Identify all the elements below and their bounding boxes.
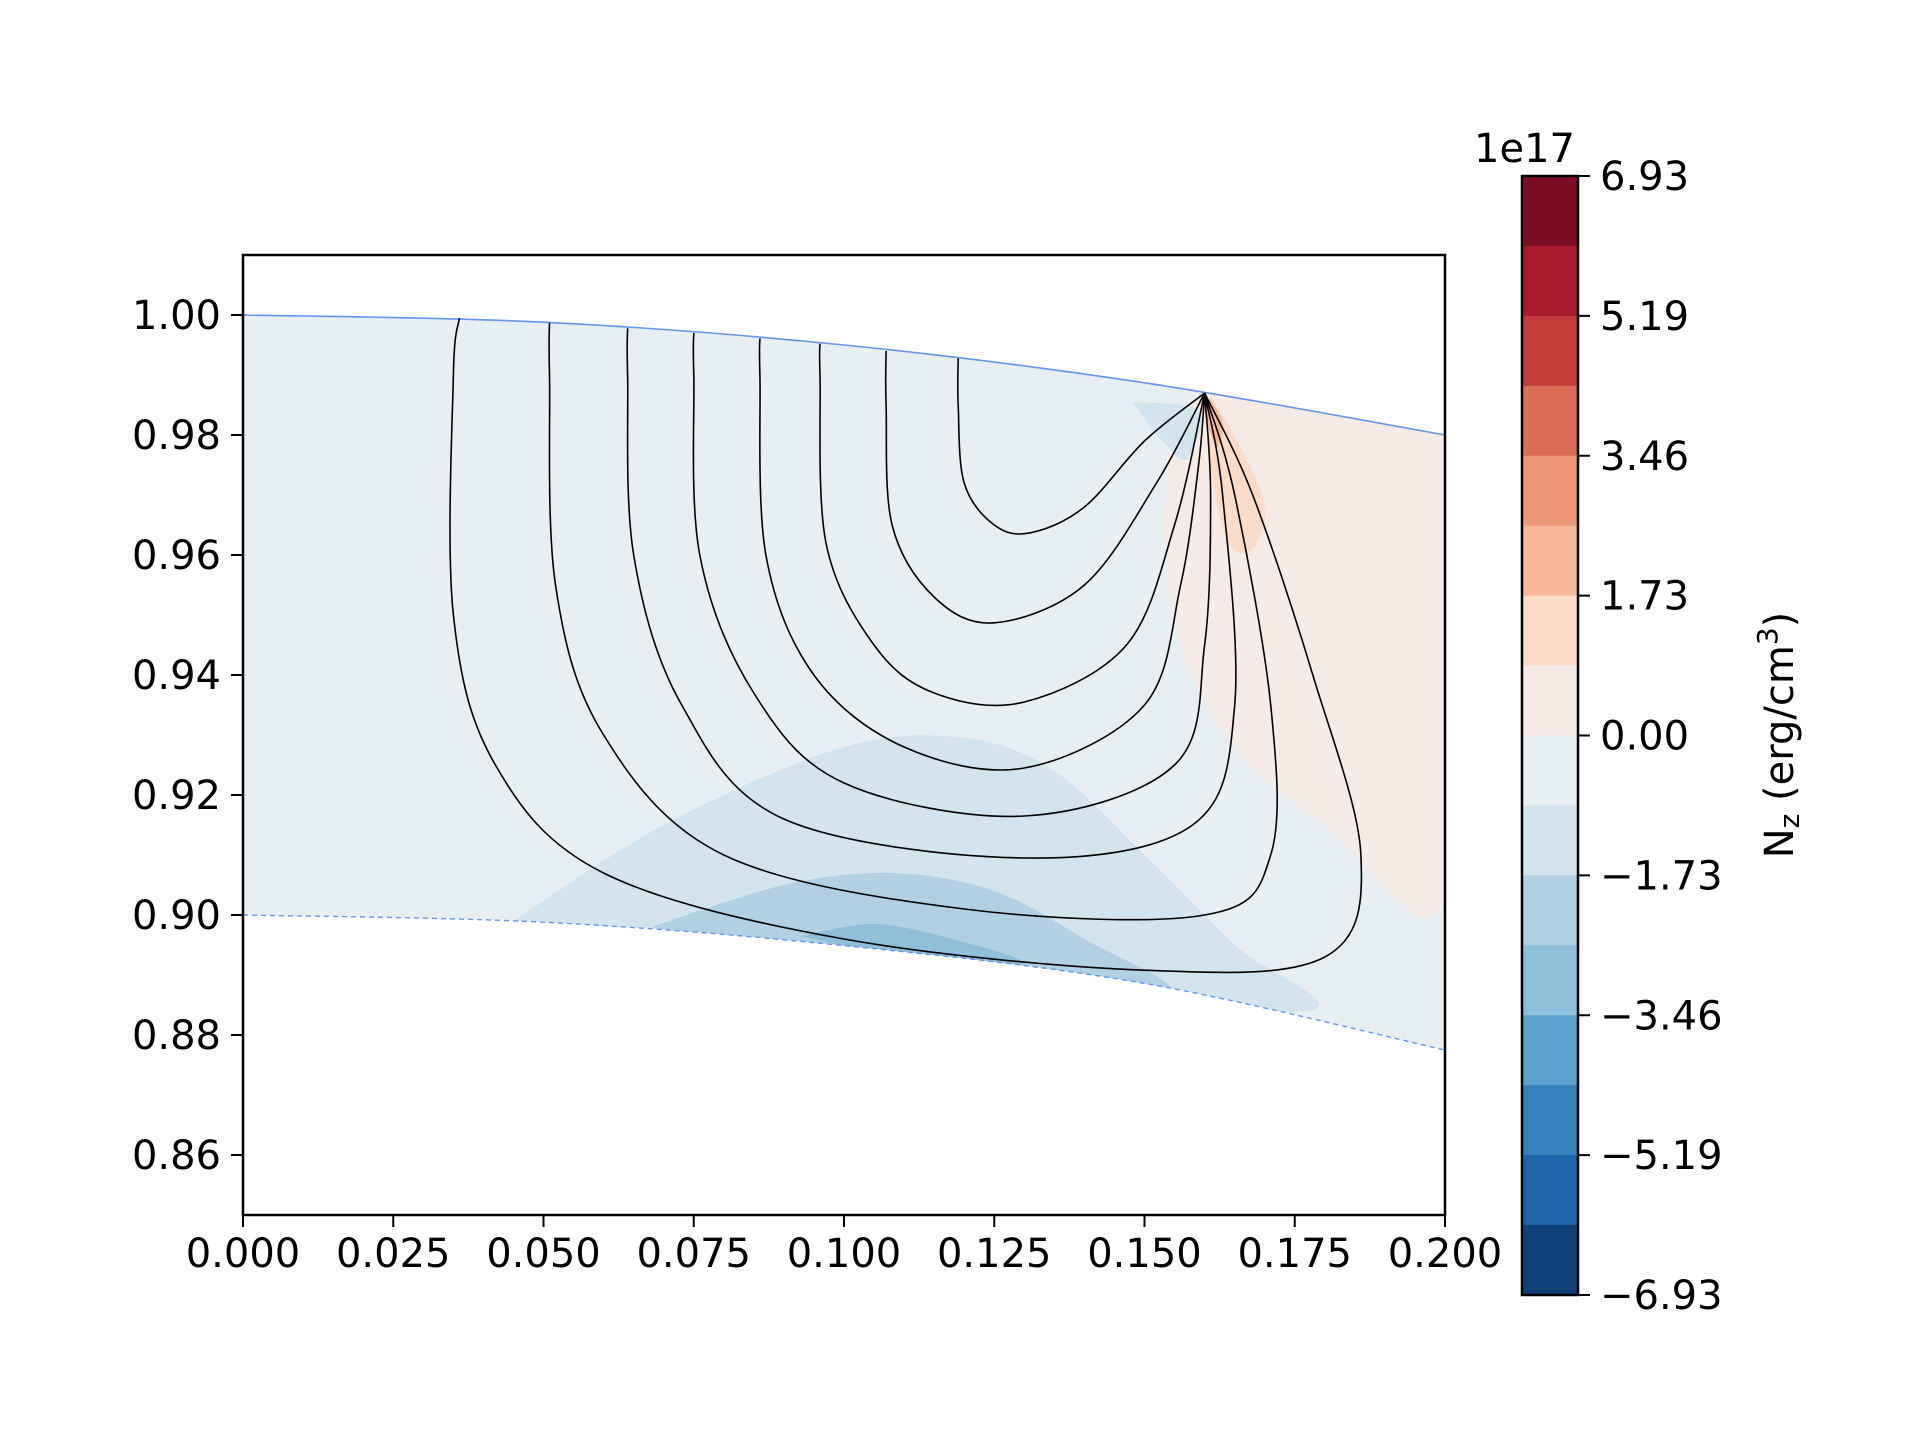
plot-area [243,314,1445,1051]
contour-fill-negative-footpoint [1132,402,1202,461]
colorbar: 6.93 5.19 3.46 1.73 0.00 −1.73 −3.46 −5.19 −6.93… [1474,126,1806,1319]
field-line-7 [884,350,1206,624]
filled-contours [243,315,1445,1050]
x-tick-label: 0.150 [1087,1231,1202,1277]
field-line-8 [956,358,1206,535]
x-axis: 0.000 0.025 0.050 0.075 0.100 0.125 0.150 0.175… [186,1215,1503,1277]
y-axis: 0.86 0.88 0.90 0.92 0.94 0.96 0.98 1.00 [132,293,243,1179]
y-tick-label: 0.88 [132,1013,221,1059]
field-line-4 [692,332,1212,818]
colorbar-band [1522,875,1578,946]
x-tick-label: 0.000 [186,1231,301,1277]
colorbar-tick-label: −3.46 [1600,993,1723,1039]
colorbar-band [1522,1015,1578,1086]
colorbar-band [1522,1225,1578,1296]
y-tick-label: 0.96 [132,533,221,579]
field-line-5 [758,338,1206,771]
colorbar-band [1522,805,1578,876]
x-tick-label: 0.050 [486,1231,601,1277]
y-tick-label: 0.98 [132,413,221,459]
outer-boundary [243,314,1445,436]
colorbar-band [1522,945,1578,1016]
colorbar-band [1522,595,1578,667]
colorbar-band [1522,176,1578,247]
colorbar-tick-label: 5.19 [1600,294,1689,340]
y-tick-label: 0.86 [132,1133,221,1179]
colorbar-band [1522,665,1578,737]
colorbar-band [1522,1085,1578,1156]
colorbar-tick-label: −5.19 [1600,1133,1723,1179]
x-tick-label: 0.025 [336,1231,451,1277]
field-lines [449,317,1363,974]
contour-fill-positive-strong [1209,396,1266,554]
y-tick-label: 0.90 [132,893,221,939]
colorbar-band [1522,315,1578,387]
field-line-3 [626,328,1237,859]
colorbar-tick-label: 6.93 [1600,154,1689,200]
x-tick-label: 0.200 [1388,1231,1503,1277]
field-line-6 [818,343,1206,707]
colorbar-tick-label: −6.93 [1600,1273,1723,1319]
colorbar-bands [1522,176,1578,1296]
colorbar-band [1522,735,1578,807]
colorbar-label: Nz (erg/cm3) [1751,612,1807,859]
y-tick-label: 0.92 [132,773,221,819]
colorbar-tick-label: 1.73 [1600,574,1689,620]
inner-boundary [243,914,1445,1051]
colorbar-band [1522,1155,1578,1226]
colorbar-tick-label: 0.00 [1600,714,1689,760]
colorbar-offset-text: 1e17 [1474,126,1575,172]
colorbar-tick-label: −1.73 [1600,853,1723,899]
y-tick-label: 0.94 [132,653,221,699]
boundary-lines [243,314,1445,1051]
colorbar-band [1522,455,1578,527]
x-tick-label: 0.175 [1237,1231,1352,1277]
field-line-1 [449,317,1363,974]
colorbar-band [1522,525,1578,597]
x-tick-label: 0.075 [636,1231,751,1277]
colorbar-ticks: 6.93 5.19 3.46 1.73 0.00 −1.73 −3.46 −5.19 −6.93 [1578,154,1723,1319]
y-tick-label: 1.00 [132,293,221,339]
field-line-2 [548,322,1278,921]
x-tick-label: 0.100 [787,1231,902,1277]
colorbar-band [1522,245,1578,317]
colorbar-tick-label: 3.46 [1600,434,1689,480]
colorbar-band [1522,385,1578,457]
x-tick-label: 0.125 [937,1231,1052,1277]
